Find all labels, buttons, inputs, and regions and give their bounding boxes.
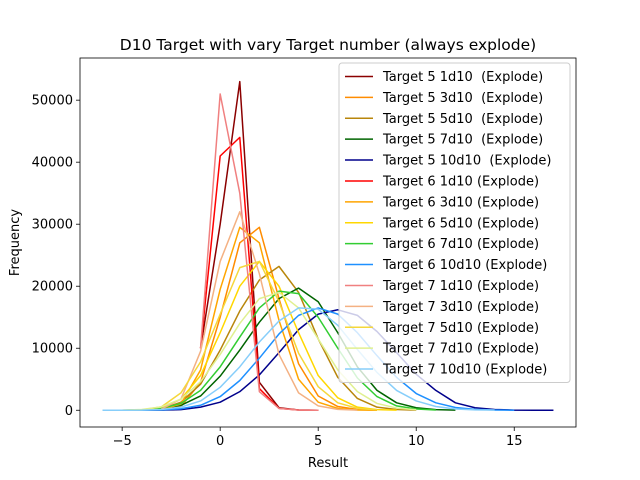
legend-label: Target 6 3d10 (Explode): [382, 195, 539, 210]
series-line-12: [122, 260, 378, 412]
chart-title: D10 Target with vary Target number (alwa…: [120, 36, 536, 54]
x-tick-label: 5: [314, 434, 322, 449]
legend-label: Target 6 5d10 (Explode): [382, 216, 539, 231]
y-tick-label: 0: [65, 404, 73, 419]
series-line-10: [199, 93, 319, 412]
legend-label: Target 6 10d10 (Explode): [382, 258, 547, 273]
legend-box: [338, 62, 571, 383]
legend-label: Target 6 1d10 (Explode): [382, 174, 539, 189]
x-tick-label: 10: [408, 434, 425, 449]
series-line-11: [161, 211, 358, 411]
plot-frame: [79, 57, 577, 428]
x-tick-label: −5: [113, 434, 132, 449]
legend-label: Target 7 7d10 (Explode): [382, 342, 539, 357]
y-tick-label: 10000: [32, 342, 73, 357]
legend-label: Target 5 3d10 (Explode): [382, 91, 543, 106]
y-tick-label: 50000: [32, 94, 73, 109]
legend-label: Target 6 7d10 (Explode): [382, 237, 539, 252]
series-line-14: [102, 307, 495, 412]
y-axis: 0 10000 20000 30000 40000 50000: [32, 94, 80, 419]
legend-label: Target 5 10d10 (Explode): [382, 154, 551, 169]
series-line-9: [102, 307, 515, 412]
series-line-8: [102, 290, 436, 412]
legend-label: Target 7 5d10 (Explode): [382, 321, 539, 336]
series-line-13: [102, 291, 417, 412]
legend-label: Target 5 1d10 (Explode): [382, 70, 543, 85]
x-axis-label: Result: [308, 456, 348, 471]
legend-label: Target 5 7d10 (Explode): [382, 133, 543, 148]
legend-label: Target 5 5d10 (Explode): [382, 112, 543, 127]
y-tick-label: 30000: [32, 218, 73, 233]
legend-label: Target 7 3d10 (Explode): [382, 300, 539, 315]
legend-label: Target 7 10d10 (Explode): [382, 363, 547, 378]
series-line-4: [102, 309, 554, 412]
legend-label: Target 7 1d10 (Explode): [382, 279, 539, 294]
x-tick-label: 0: [216, 434, 224, 449]
y-tick-label: 20000: [32, 280, 73, 295]
series-layer: [102, 80, 554, 412]
y-tick-label: 40000: [32, 156, 73, 171]
x-axis: −5 0 5 10 15: [113, 427, 523, 449]
legend: Target 5 1d10 (Explode) Target 5 3d10 (Ex…: [338, 62, 571, 383]
x-tick-label: 15: [506, 434, 523, 449]
y-axis-label: Frequency: [8, 209, 23, 276]
